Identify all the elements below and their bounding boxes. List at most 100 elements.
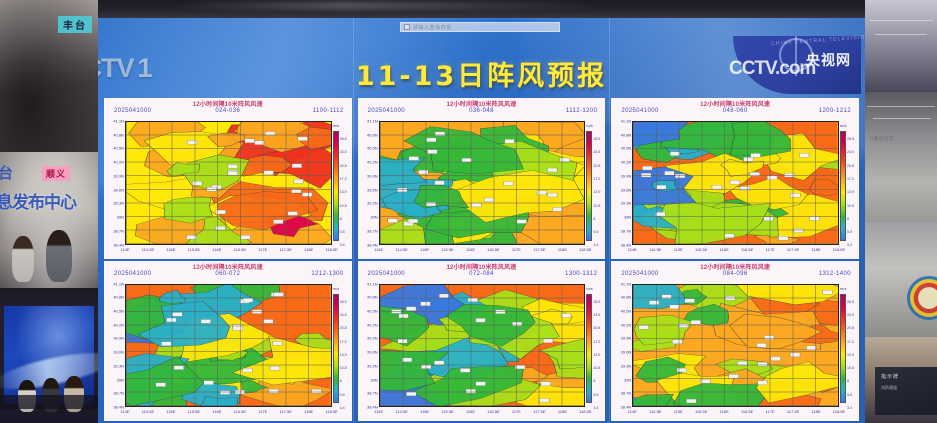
contour-map[interactable] [632, 283, 839, 407]
lon-tick: 115E [673, 246, 683, 252]
lon-tick: 115E [673, 409, 683, 414]
lat-tick: 39.6N [113, 187, 124, 193]
colorbar-tick: 3.4 [593, 243, 599, 248]
panel-body: 41.1N 40.8N 40.5N 40.2N 39.9N 39.6N 39.3N 39N 38… [106, 281, 350, 421]
forecast-map-panel[interactable]: 12小时间隔10米阵风风速 2025041000 048-060 1200-12… [611, 98, 859, 259]
site-watermark-text: CCTV.com [729, 58, 816, 79]
lat-tick: 39.6N [366, 187, 378, 193]
lon-tick: 115E [166, 409, 176, 414]
panel-header: 12小时间隔10米阵风风速 2025041000 024-036 1100-11… [106, 99, 350, 122]
panel-forecast-hours: 024-036 [215, 108, 241, 114]
longitude-axis: 114E 114.5E 115E 115.5E 116E 116.5E 117E 117.5E… [628, 246, 845, 258]
lat-tick: 41.1N [113, 118, 124, 124]
lon-tick: 118E [304, 246, 314, 252]
lon-tick: 115E [166, 246, 176, 252]
colorbar-tick: 20.8 [593, 326, 601, 331]
lon-tick: 115.5E [441, 246, 454, 252]
ceiling-glare [174, 1, 597, 10]
forecast-map-panel[interactable]: 12小时间隔10米阵风风速 2025041000 084-096 1312-14… [611, 260, 859, 421]
lat-tick: 40.8N [113, 132, 124, 138]
video-feed-hallway: 指示牌 消防通道 [865, 337, 937, 423]
panel-title: 12小时间隔10米阵风风速 [700, 102, 771, 108]
lon-tick: 114E [627, 246, 637, 252]
forecast-map-panel[interactable]: 12小时间隔10米阵风风速 2025041000 060-072 1212-13… [104, 260, 352, 421]
lon-tick: 118.5E [325, 409, 338, 414]
forecast-map-panel[interactable]: 12小时间隔10米阵风风速 2025041000 036-048 1112-12… [357, 98, 606, 259]
panel-title: 12小时间隔10米阵风风速 [446, 264, 517, 271]
person-silhouette [46, 230, 72, 282]
colorbar-tick: 3.4 [593, 405, 599, 410]
lat-tick: 39.9N [113, 173, 124, 179]
colorbar-tick: 17.2 [847, 177, 854, 182]
colorbar-tick: 8 [847, 216, 849, 221]
video-feed-corridor [865, 0, 937, 92]
panel-valid-time: 1100-1112 [312, 108, 344, 114]
contour-map[interactable] [125, 283, 332, 407]
video-feed-office: 气象监控室 [865, 92, 937, 222]
site-watermark-cn: 央视网 [806, 52, 851, 68]
panel-forecast-hours: 048-060 [722, 108, 748, 114]
lon-tick: 118E [557, 409, 567, 414]
lat-tick: 39.9N [366, 173, 378, 179]
lon-tick: 118E [304, 409, 314, 414]
lon-tick: 115.5E [695, 409, 708, 414]
forecast-map-grid: 12小时间隔10米阵风风速 2025041000 024-036 1100-11… [104, 98, 859, 421]
panel-title: 12小时间隔10米阵风风速 [192, 102, 263, 108]
contour-map[interactable] [378, 121, 586, 245]
panel-init-date: 2025041000 [367, 108, 406, 114]
forecast-map-panel[interactable]: 12小时间隔10米阵风风速 2025041000 024-036 1100-11… [104, 98, 352, 259]
lon-tick: 118.5E [832, 409, 846, 414]
contour-map[interactable] [632, 121, 839, 245]
lat-tick: 38.4N [620, 242, 632, 247]
lon-tick: 115E [420, 409, 430, 414]
colorbar: m/s 28.5 24.5 20.8 17.2 13.9 10.8 8 5.5 3.4 [840, 123, 855, 247]
lon-tick: 117E [511, 409, 521, 414]
lon-tick: 118.5E [579, 409, 592, 414]
colorbar-tick: 28.5 [593, 299, 601, 304]
lon-tick: 117.5E [279, 409, 292, 414]
lon-tick: 117E [258, 409, 268, 414]
lon-tick: 114.5E [141, 246, 155, 252]
page-title: 11-13日阵风预报 [355, 61, 608, 92]
panel-body: 41.1N 40.8N 40.5N 40.2N 39.9N 39.6N 39.3N 39N 38… [613, 119, 857, 258]
lon-tick: 117.5E [786, 246, 800, 252]
stage-backdrop [0, 306, 98, 412]
colorbar-unit: m/s [332, 285, 340, 291]
contour-map[interactable] [125, 121, 332, 245]
latitude-axis: 41.1N 40.8N 40.5N 40.2N 39.9N 39.6N 39.3N 39N 38… [613, 119, 632, 248]
colorbar-tick: 28.5 [847, 137, 854, 142]
colorbar-tick: 24.5 [339, 312, 347, 317]
panel-forecast-hours: 060-072 [215, 270, 241, 277]
lat-tick: 39.6N [366, 349, 378, 355]
channel-number: 1 [137, 52, 153, 83]
lat-tick: 39.9N [620, 335, 632, 341]
colorbar-strip [332, 131, 339, 241]
lat-tick: 39N [370, 214, 378, 220]
panel-init-date: 2025041000 [367, 270, 406, 277]
video-feed-stage [0, 288, 98, 423]
lon-tick: 116E [465, 409, 476, 414]
colorbar-strip [586, 131, 593, 241]
lat-tick: 40.5N [366, 308, 378, 314]
colorbar-tick: 28.5 [339, 299, 347, 304]
contour-map[interactable] [378, 283, 586, 407]
lon-tick: 115E [420, 246, 430, 252]
colorbar-tick: 24.5 [593, 150, 601, 155]
lon-tick: 117.5E [279, 246, 292, 252]
panel-valid-time: 1312-1400 [818, 270, 851, 277]
colorbar-tick: 20.8 [593, 163, 601, 168]
search-input[interactable]: 请输入查询内容 [400, 22, 560, 32]
colorbar-unit: m/s [840, 123, 847, 128]
lon-tick: 116E [212, 409, 222, 414]
lon-tick: 116E [719, 409, 729, 414]
panel-init-date: 2025041000 [114, 108, 152, 114]
forecast-map-panel[interactable]: 12小时间隔10米阵风风速 2025041000 072-084 1300-13… [357, 260, 606, 421]
lat-tick: 38.4N [366, 404, 378, 410]
site-watermark-ring-icon [779, 36, 813, 76]
colorbar-tick: 10.8 [339, 203, 347, 208]
colorbar-tick: 8 [593, 379, 596, 384]
lat-tick: 40.5N [113, 308, 124, 314]
colorbar-tick: 8 [593, 216, 596, 221]
lon-tick: 117E [258, 246, 268, 252]
